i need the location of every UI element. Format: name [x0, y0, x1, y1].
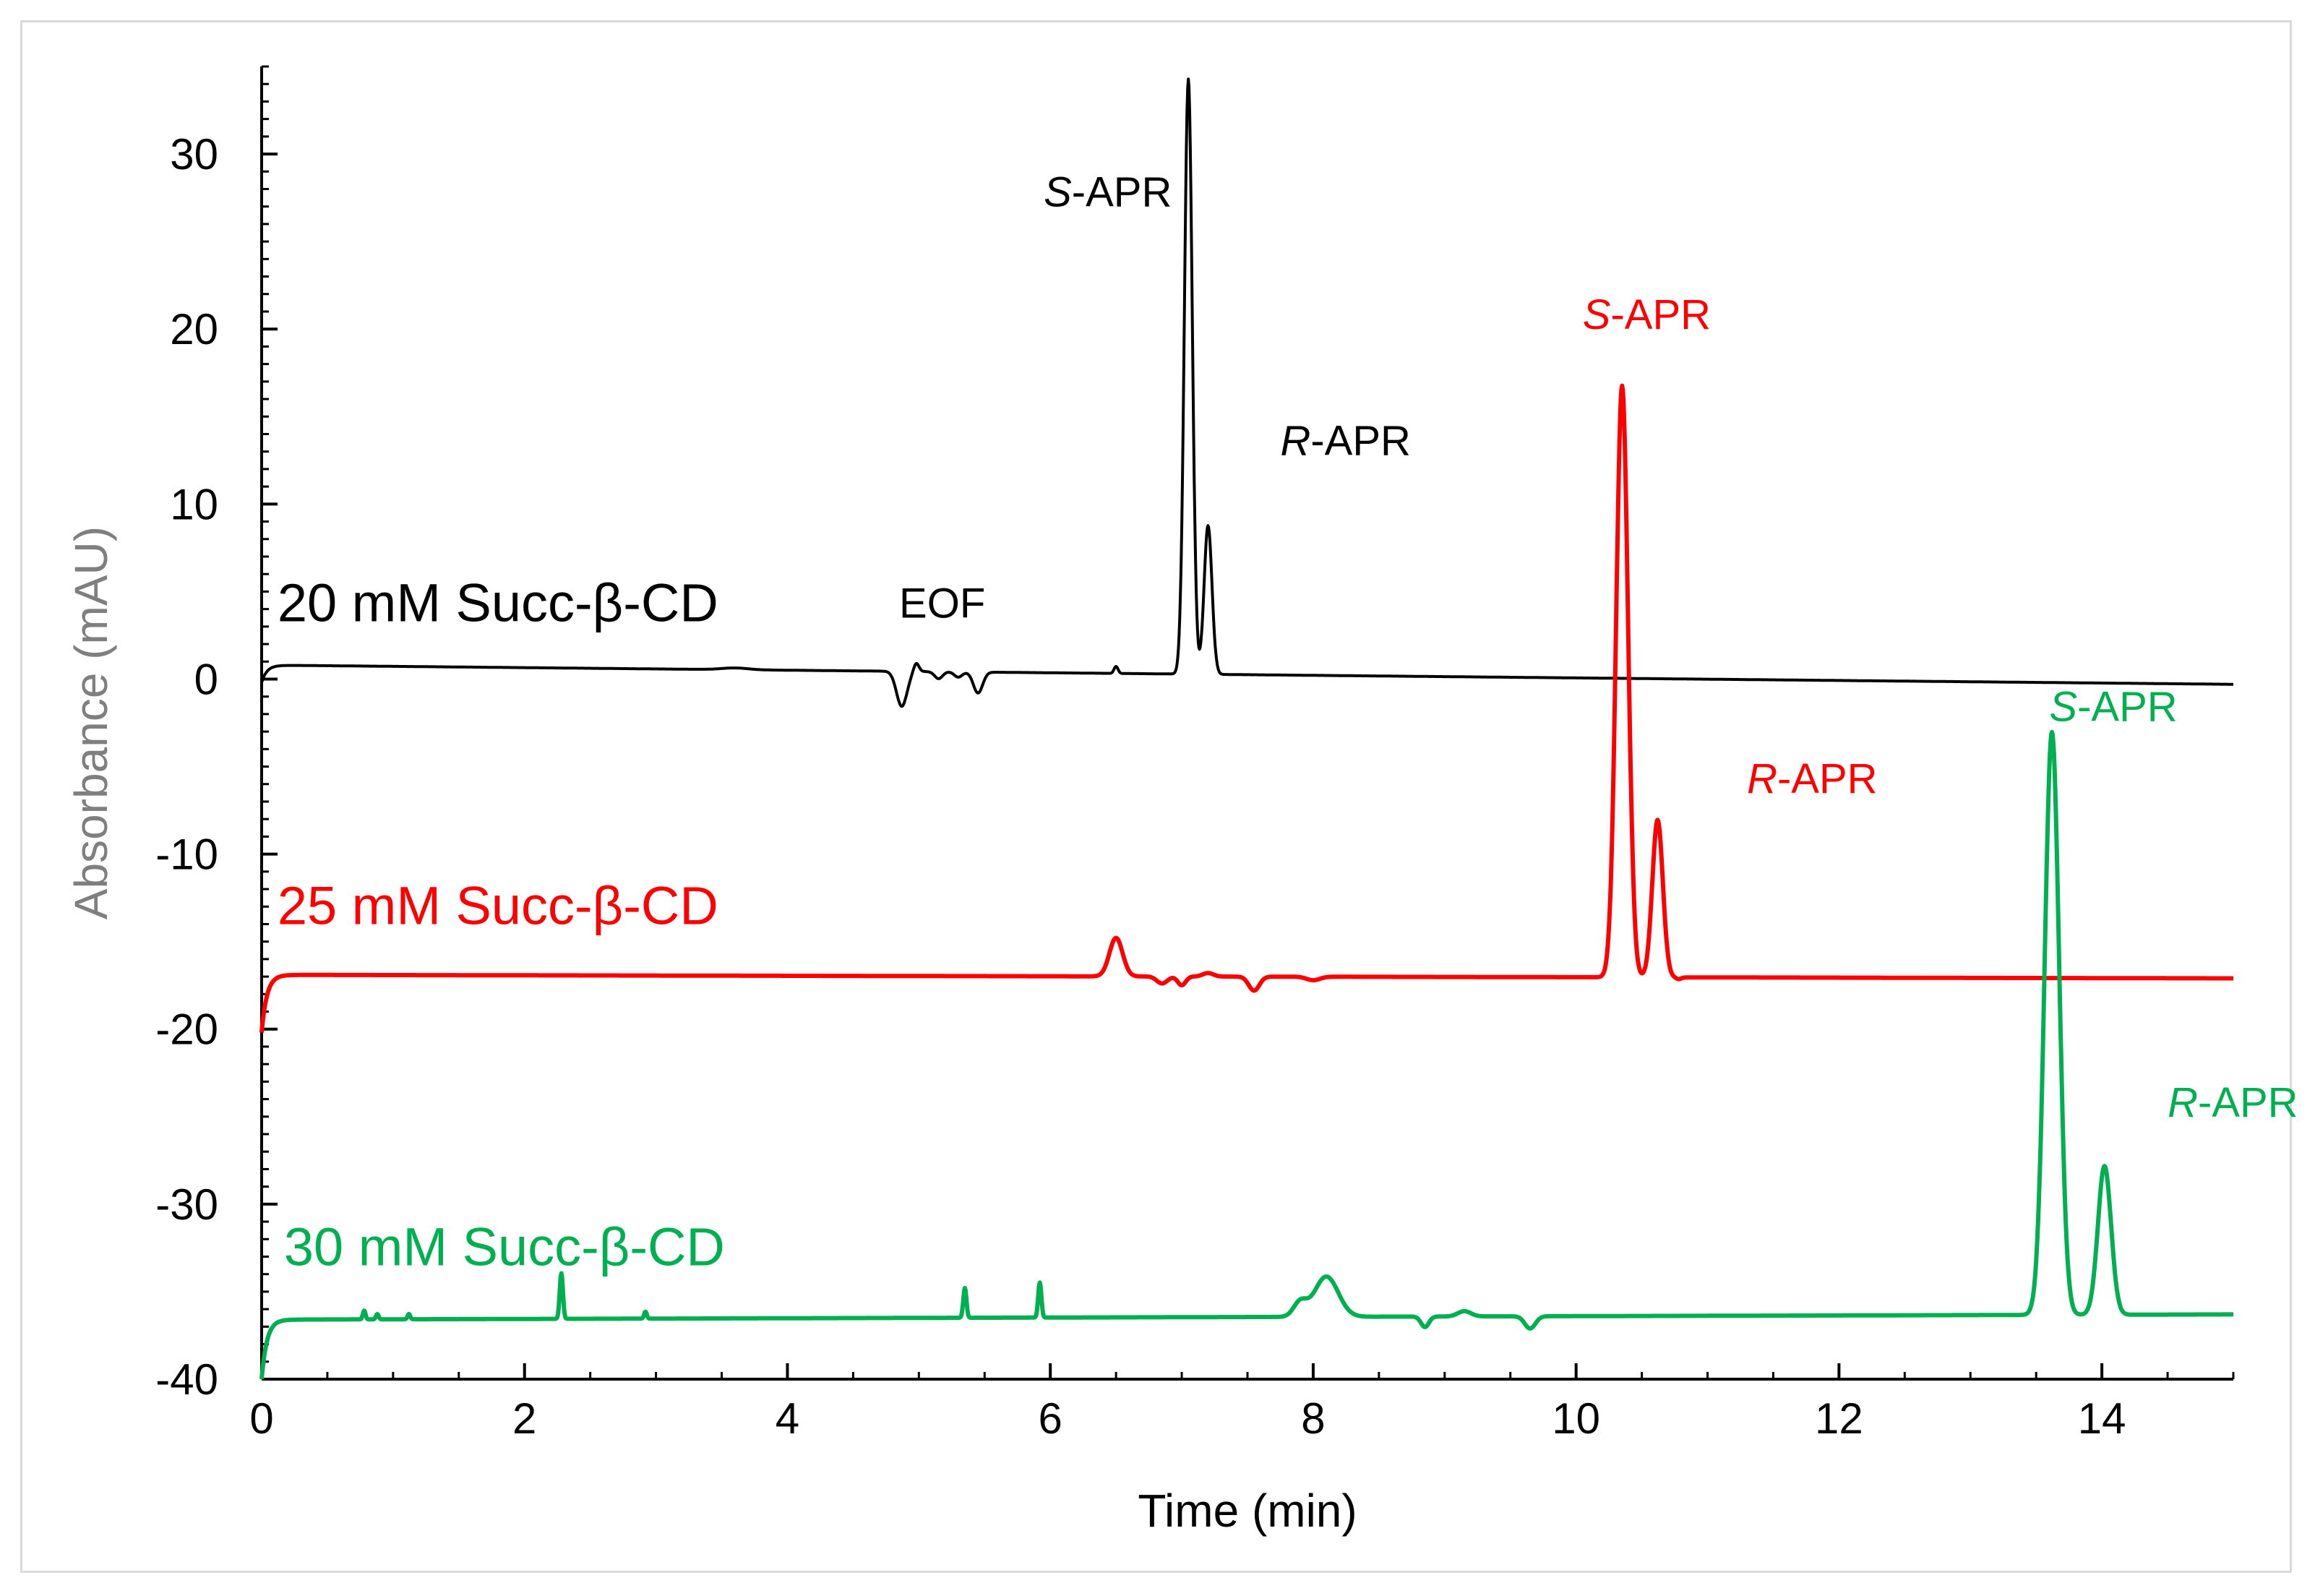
annotation-italic: S — [1044, 169, 1072, 216]
x-major-ticks: 0 2 4 6 8 10 12 14 — [249, 1363, 2126, 1443]
annotation-text: -APR — [1310, 418, 1411, 465]
annotation-italic: R — [1280, 418, 1310, 465]
trace-label: 30 mM Succ-β-CD — [284, 1217, 725, 1277]
y-tick-label: 20 — [170, 305, 218, 353]
x-tick-label: 2 — [512, 1394, 536, 1443]
y-tick-label: -30 — [155, 1180, 218, 1229]
peak-annotation: R-APR — [1747, 755, 1877, 802]
y-tick-label: -40 — [155, 1355, 218, 1404]
x-tick-label: 10 — [1552, 1394, 1600, 1443]
trace-label: 20 mM Succ-β-CD — [278, 573, 718, 633]
y-tick-label: -10 — [155, 831, 218, 879]
x-tick-label: 0 — [249, 1394, 273, 1443]
annotation-text: -APR — [2198, 1079, 2298, 1126]
x-tick-label: 8 — [1301, 1394, 1325, 1443]
y-tick-label: 30 — [170, 130, 218, 179]
y-axis-title: Absorbance (mAU) — [65, 526, 117, 919]
peak-annotation: S-APR — [2049, 684, 2177, 731]
trace-labels: 20 mM Succ-β-CD 25 mM Succ-β-CD 30 mM Succ… — [278, 573, 725, 1277]
peak-annotation: EOF — [899, 580, 985, 627]
y-tick-label: 10 — [170, 480, 218, 528]
annotation-text: -APR — [1610, 291, 1711, 338]
trace-label: 25 mM Succ-β-CD — [278, 875, 718, 935]
y-tick-label: 0 — [194, 655, 218, 703]
annotation-text: -APR — [2077, 684, 2178, 731]
annotation-italic: R — [2168, 1079, 2198, 1126]
x-axis-title: Time (min) — [1138, 1485, 1357, 1537]
annotation-italic: R — [1747, 755, 1777, 802]
trace-line — [260, 77, 2235, 708]
x-tick-label: 6 — [1039, 1394, 1062, 1443]
annotation-italic: S — [2049, 684, 2077, 731]
x-tick-label: 12 — [1815, 1394, 1863, 1443]
peak-annotation: R-APR — [2168, 1079, 2298, 1126]
peak-annotation: S-APR — [1583, 291, 1711, 338]
trace-line — [259, 383, 2235, 1033]
annotation-italic: S — [1583, 291, 1611, 338]
peak-annotation: S-APR — [1044, 169, 1172, 216]
annotation-text: -APR — [1072, 169, 1172, 216]
annotation-text: EOF — [899, 580, 985, 627]
y-major-ticks: 30 20 10 0 -10 -20 -30 -40 — [155, 130, 278, 1404]
x-tick-label: 14 — [2078, 1394, 2126, 1443]
trace-line — [259, 729, 2235, 1380]
traces — [259, 77, 2235, 1380]
y-tick-label: -20 — [155, 1005, 218, 1054]
peak-annotation: R-APR — [1280, 418, 1410, 465]
annotation-text: -APR — [1777, 755, 1878, 802]
x-tick-label: 4 — [776, 1394, 799, 1443]
